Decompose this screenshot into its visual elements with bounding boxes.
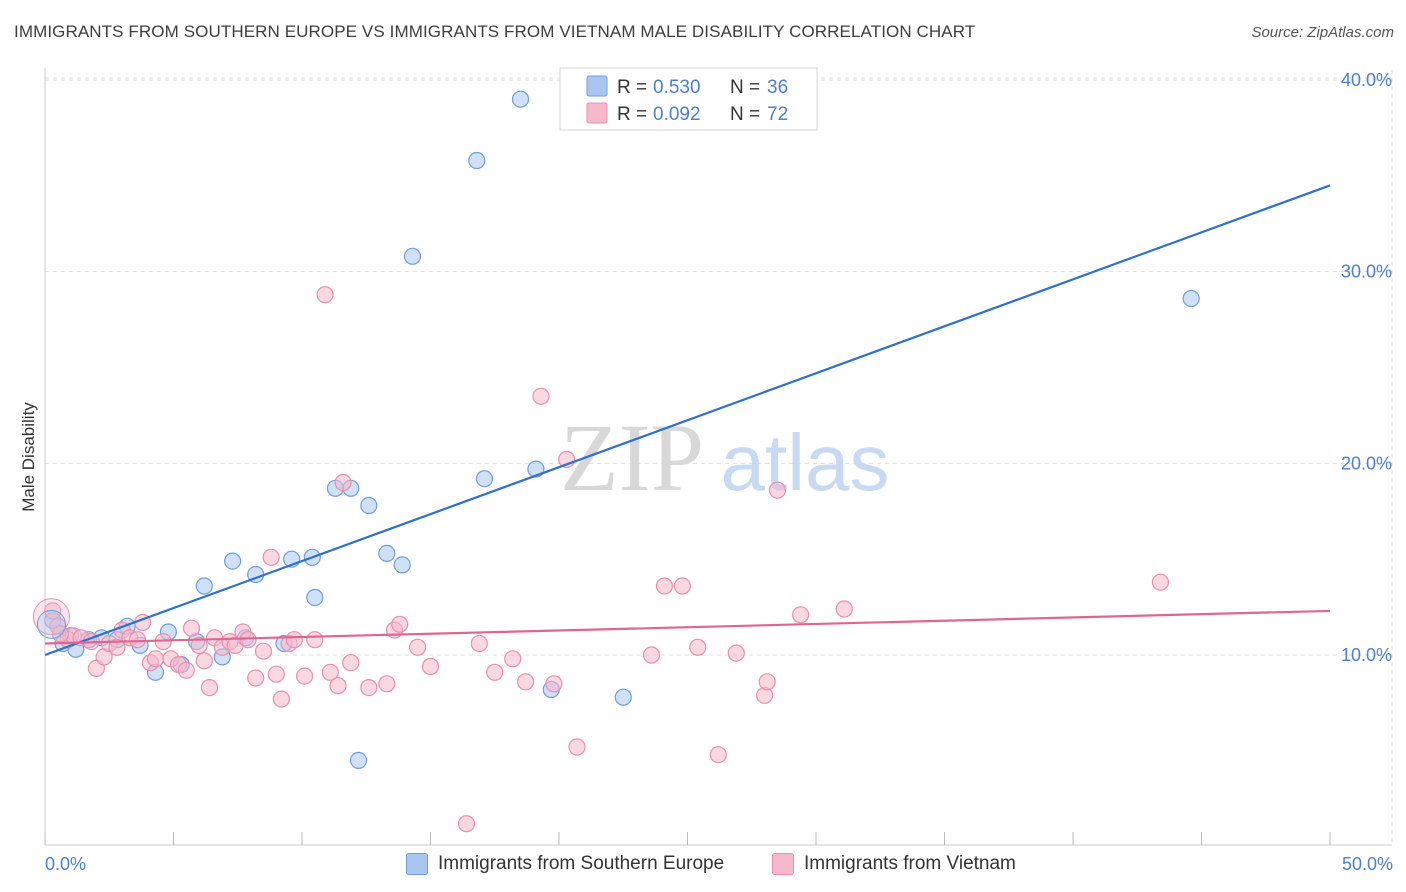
blue-data-point: [511, 90, 530, 108]
legend-pink-r-value: 0.092: [653, 104, 701, 125]
blue-data-point: [378, 544, 396, 563]
pink-data-point: [195, 652, 213, 670]
series-legend-pink: Immigrants from Vietnam: [772, 851, 1016, 877]
pink-data-point: [391, 615, 409, 633]
series-legend-blue: Immigrants from Southern Europe: [406, 851, 724, 877]
pink-data-point: [108, 638, 126, 656]
pink-data-point: [532, 387, 550, 405]
blue-data-point: [393, 556, 411, 574]
correlation-legend: R = 0.530 N = 36 R = 0.092 N = 72: [559, 67, 818, 131]
pink-data-point: [262, 548, 280, 566]
pink-data-point: [296, 667, 314, 685]
axes: [44, 68, 1392, 846]
pink-cluster-point: [32, 598, 70, 636]
legend-swatch-pink: [586, 102, 608, 124]
x-tick-label-right: 50.0%: [1342, 854, 1393, 874]
blue-data-point: [306, 588, 324, 607]
blue-data-point: [475, 470, 494, 488]
blue-data-point: [224, 552, 242, 570]
pink-data-point: [321, 663, 339, 681]
pink-data-point: [378, 675, 396, 693]
pink-data-point: [182, 619, 201, 637]
watermark-zip: ZIP: [560, 404, 704, 511]
pink-data-point: [768, 481, 787, 499]
pink-data-point: [190, 636, 208, 655]
pink-data-point: [689, 638, 707, 656]
pink-data-point: [306, 631, 324, 649]
legend-pink-n-value: 72: [767, 104, 788, 125]
pink-data-point: [272, 690, 290, 708]
x-tick-label-left: 0.0%: [45, 854, 86, 874]
pink-data-point: [334, 473, 352, 492]
pink-data-point: [504, 650, 522, 668]
legend-blue-n-value: 36: [767, 77, 788, 98]
pink-data-point: [316, 286, 334, 304]
pink-data-point: [409, 638, 427, 656]
watermark: ZIP atlas: [560, 404, 889, 511]
pink-data-point: [146, 650, 165, 668]
pink-data-point: [267, 665, 285, 683]
blue-data-point: [349, 751, 368, 770]
blue-data-point: [403, 247, 422, 265]
source-label: Source: ZipAtlas.com: [1251, 24, 1394, 41]
legend-blue-r-label: R =: [617, 77, 647, 98]
pink-trend-line: [44, 609, 1331, 645]
pink-data-point: [342, 654, 360, 672]
pink-data-point: [545, 675, 563, 693]
blue-data-point: [360, 496, 378, 515]
pink-data-point: [239, 631, 257, 649]
blue-trend-line: [44, 184, 1331, 657]
y-axis-label: Male Disability: [19, 402, 38, 512]
y-tick-label: 40.0%: [1341, 70, 1392, 90]
y-tick-label: 30.0%: [1341, 262, 1392, 282]
y-tick-label: 10.0%: [1341, 645, 1392, 665]
pink-data-point: [1151, 573, 1170, 591]
pink-data-point: [727, 644, 745, 662]
blue-data-point: [614, 688, 632, 706]
pink-data-point: [457, 815, 476, 833]
pink-data-point: [758, 673, 776, 691]
blue-data-point: [195, 577, 213, 595]
pink-data-point: [360, 678, 378, 697]
legend-blue-r-value: 0.530: [653, 77, 701, 98]
pink-data-point: [177, 661, 195, 679]
pink-data-point: [254, 642, 273, 660]
blue-data-point: [468, 151, 486, 170]
legend-pink-n-label: N =: [730, 104, 760, 125]
pink-data-point: [655, 577, 674, 595]
pink-data-point: [568, 738, 586, 756]
pink-data-point: [642, 646, 661, 664]
pink-data-point: [128, 631, 147, 649]
pink-data-point: [470, 634, 488, 653]
pink-data-point: [486, 663, 504, 681]
series-swatch-pink: [772, 853, 794, 875]
pink-data-point: [247, 669, 265, 687]
blue-cluster-point: [36, 609, 66, 639]
pink-data-point: [44, 602, 62, 620]
pink-data-point: [329, 677, 347, 695]
pink-data-point: [200, 678, 219, 697]
pink-data-point: [673, 577, 692, 595]
blue-data-point: [1182, 289, 1200, 308]
chart-title: IMMIGRANTS FROM SOUTHERN EUROPE VS IMMIG…: [14, 22, 976, 41]
series-label-blue: Immigrants from Southern Europe: [438, 853, 725, 874]
series-swatch-blue: [406, 853, 428, 875]
pink-data-point: [516, 673, 535, 691]
grid-lines: [45, 70, 1393, 845]
pink-data-point: [285, 631, 303, 649]
legend-pink-r-label: R =: [617, 104, 647, 125]
legend-blue-n-label: N =: [730, 77, 760, 98]
trend-lines: [44, 184, 1331, 657]
pink-data-point: [421, 657, 440, 676]
pink-data-point: [835, 600, 853, 618]
y-tick-label: 20.0%: [1341, 453, 1392, 473]
tick-labels: 10.0% 20.0% 30.0% 40.0% 0.0% 50.0%: [45, 70, 1393, 874]
pink-data-point: [709, 746, 727, 764]
pink-data-point: [791, 606, 810, 624]
legend-swatch-blue: [586, 75, 608, 97]
series-label-pink: Immigrants from Vietnam: [804, 853, 1016, 874]
watermark-atlas: atlas: [721, 418, 890, 507]
data-points: [32, 90, 1200, 833]
